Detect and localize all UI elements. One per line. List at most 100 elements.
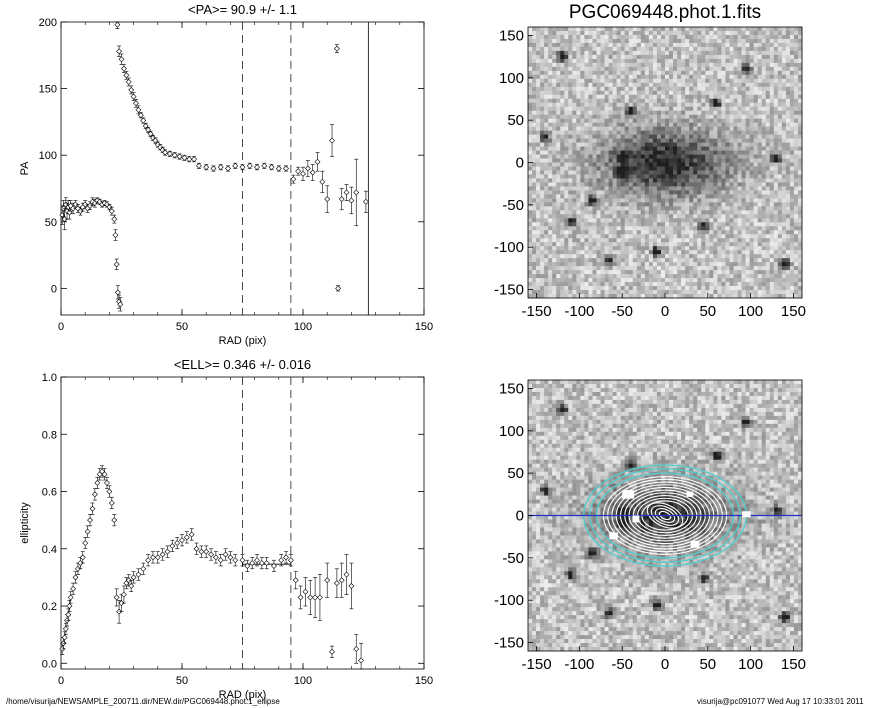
pixel (592, 82, 597, 88)
pixel (560, 110, 565, 115)
pixel (749, 98, 754, 104)
pixel (588, 98, 593, 104)
pixel (536, 38, 541, 44)
pixel (713, 214, 718, 219)
pixel (576, 210, 581, 215)
pixel (685, 262, 690, 267)
pixel (753, 130, 758, 135)
pixel (753, 286, 758, 291)
pixel (532, 182, 537, 187)
pixel (705, 242, 710, 247)
pixel (673, 274, 678, 279)
pixel (721, 178, 726, 183)
pixel (701, 182, 706, 187)
pixel (717, 94, 722, 100)
pixel (709, 202, 714, 207)
pixel (612, 82, 617, 88)
pixel (652, 134, 658, 139)
pixel (536, 198, 541, 203)
pixel (765, 234, 771, 239)
pixel (765, 294, 771, 299)
pixel (713, 66, 718, 72)
data-point (244, 563, 251, 569)
pixel (693, 246, 698, 251)
pixel (580, 130, 585, 135)
pixel (701, 150, 706, 155)
pixel (693, 58, 698, 64)
pixel (600, 166, 605, 171)
pixel (721, 54, 726, 60)
pixel (596, 282, 601, 287)
pixel (721, 186, 726, 191)
pixel (709, 82, 714, 88)
pixel (636, 230, 642, 235)
pixel (532, 70, 537, 76)
pixel (548, 134, 553, 139)
pixel (612, 146, 617, 151)
pixel (616, 130, 621, 135)
pixel (737, 286, 742, 291)
pixel (636, 286, 642, 291)
pixel (773, 42, 779, 48)
pixel (572, 118, 577, 123)
pixel (612, 226, 617, 231)
pixel (604, 274, 609, 279)
pixel (628, 206, 634, 211)
pixel (632, 278, 638, 283)
pixel (761, 130, 767, 135)
pixel (556, 214, 561, 219)
pixel (745, 90, 750, 96)
pixel (640, 62, 646, 68)
pixel (741, 182, 746, 187)
pixel (616, 286, 621, 291)
pixel (564, 158, 569, 163)
pixel (761, 50, 767, 56)
pixel (709, 218, 714, 223)
pixel (584, 38, 589, 44)
pixel (632, 214, 638, 219)
pixel (733, 242, 738, 247)
pixel (705, 106, 710, 111)
pixel (685, 178, 690, 183)
pixel (701, 274, 706, 279)
pixel (596, 234, 601, 239)
pixel (713, 54, 718, 60)
pixel (725, 238, 730, 243)
pixel (612, 27, 617, 32)
pixel (580, 74, 585, 80)
pixel (669, 270, 674, 275)
pixel (588, 142, 593, 147)
pixel (556, 138, 561, 143)
pixel (677, 78, 682, 84)
pixel (660, 246, 666, 251)
pixel (528, 78, 533, 84)
pixel (588, 270, 593, 275)
data-point (283, 554, 289, 561)
pixel (600, 62, 605, 68)
pixel (628, 34, 634, 40)
pixel (640, 38, 646, 44)
pixel (544, 218, 549, 223)
pixel (713, 186, 718, 191)
pixel (608, 166, 613, 171)
pixel (600, 206, 605, 211)
pixel (693, 154, 698, 159)
pixel (665, 38, 670, 44)
pixel (741, 166, 746, 171)
pixel (580, 86, 585, 92)
pixel (580, 222, 585, 227)
pixel (709, 242, 714, 247)
pixel (608, 234, 613, 239)
pixel (765, 254, 771, 259)
pixel (532, 74, 537, 80)
pixel (540, 142, 545, 147)
pixel (532, 114, 537, 119)
pixel (709, 34, 714, 40)
pixel (753, 114, 758, 119)
pixel (713, 34, 718, 40)
pixel (761, 234, 767, 239)
pixel (540, 178, 545, 183)
pixel (665, 250, 670, 255)
pixel (568, 218, 573, 223)
pixel (564, 94, 569, 100)
